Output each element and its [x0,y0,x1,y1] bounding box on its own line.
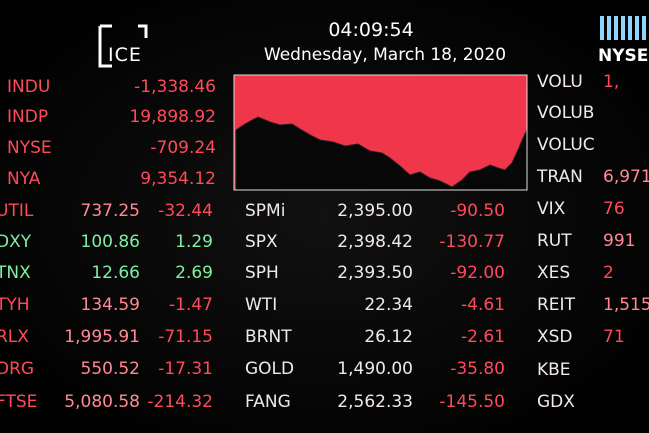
symbol: GDX [537,392,575,412]
change: -71.15 [158,327,213,347]
value: 22.34 [364,295,413,315]
symbol: VOLU [537,72,583,92]
symbol: VOLUC [537,135,595,155]
value: 6,971 [603,167,649,187]
change: -214.32 [147,392,213,412]
symbol: KBE [537,360,571,380]
intraday-chart-line [235,116,528,191]
value: 1, [603,72,620,92]
change: -2.61 [461,327,505,347]
date: Wednesday, March 18, 2020 [263,45,507,65]
change: -90.50 [450,201,505,221]
ice-logo-frame [98,24,148,68]
symbol: XSD [537,327,573,347]
symbol: RUT [537,231,572,251]
symbol: XES [537,263,571,283]
symbol: NYSE [7,138,52,158]
change: 2.69 [175,263,213,283]
symbol: TYH [0,295,30,315]
value: 1,490.00 [337,359,413,379]
change: -35.80 [450,359,505,379]
exchange: NYSE [598,46,649,66]
value: 19,898.92 [129,107,216,127]
value: 2,562.33 [337,392,413,412]
value: 2,395.00 [337,201,413,221]
symbol: GOLD [245,359,295,379]
value: 1,515 [603,295,649,315]
value: 737.25 [80,201,140,221]
value: 550.52 [80,359,140,379]
symbol: REIT [537,295,575,315]
change: -92.00 [450,263,505,283]
intraday-chart-frame [233,74,528,191]
value: 2,398.42 [337,232,413,252]
symbol: SPMi [245,201,286,221]
value: -709.24 [150,138,216,158]
symbol: FTSE [0,392,38,412]
symbol: UTIL [0,201,34,221]
change: -1.47 [169,295,213,315]
symbol: INDP [7,107,49,127]
symbol: TRAN [537,167,583,187]
value: 1,995.91 [64,327,140,347]
symbol: TNX [0,263,31,283]
symbol: WTI [245,295,278,315]
time: 04:09:54 [328,19,414,41]
value: 5,080.58 [64,392,140,412]
symbol: RLX [0,327,29,347]
value: 9,354.12 [140,169,216,189]
symbol: VIX [537,199,566,219]
symbol: VOLUB [537,103,595,123]
logo: ICE [108,44,142,66]
symbol: NYA [7,169,41,189]
symbol: INDU [7,77,51,97]
change: -4.61 [461,295,505,315]
symbol: DRG [0,359,35,379]
change: -17.31 [158,359,213,379]
symbol: FANG [245,392,291,412]
value: 991 [603,231,636,251]
value: 134.59 [80,295,140,315]
value: -1,338.46 [134,77,216,97]
nyse-logo-bars [600,16,646,40]
value: 71 [603,327,625,347]
symbol: SPH [245,263,279,283]
symbol: DXY [0,232,32,252]
value: 2 [603,263,614,283]
symbol: SPX [245,232,278,252]
value: 26.12 [364,327,413,347]
value: 12.66 [91,263,140,283]
change: -32.44 [158,201,213,221]
value: 100.86 [80,232,140,252]
change: -145.50 [439,392,505,412]
symbol: BRNT [245,327,292,347]
change: 1.29 [175,232,213,252]
value: 76 [603,199,625,219]
change: -130.77 [439,232,505,252]
value: 2,393.50 [337,263,413,283]
